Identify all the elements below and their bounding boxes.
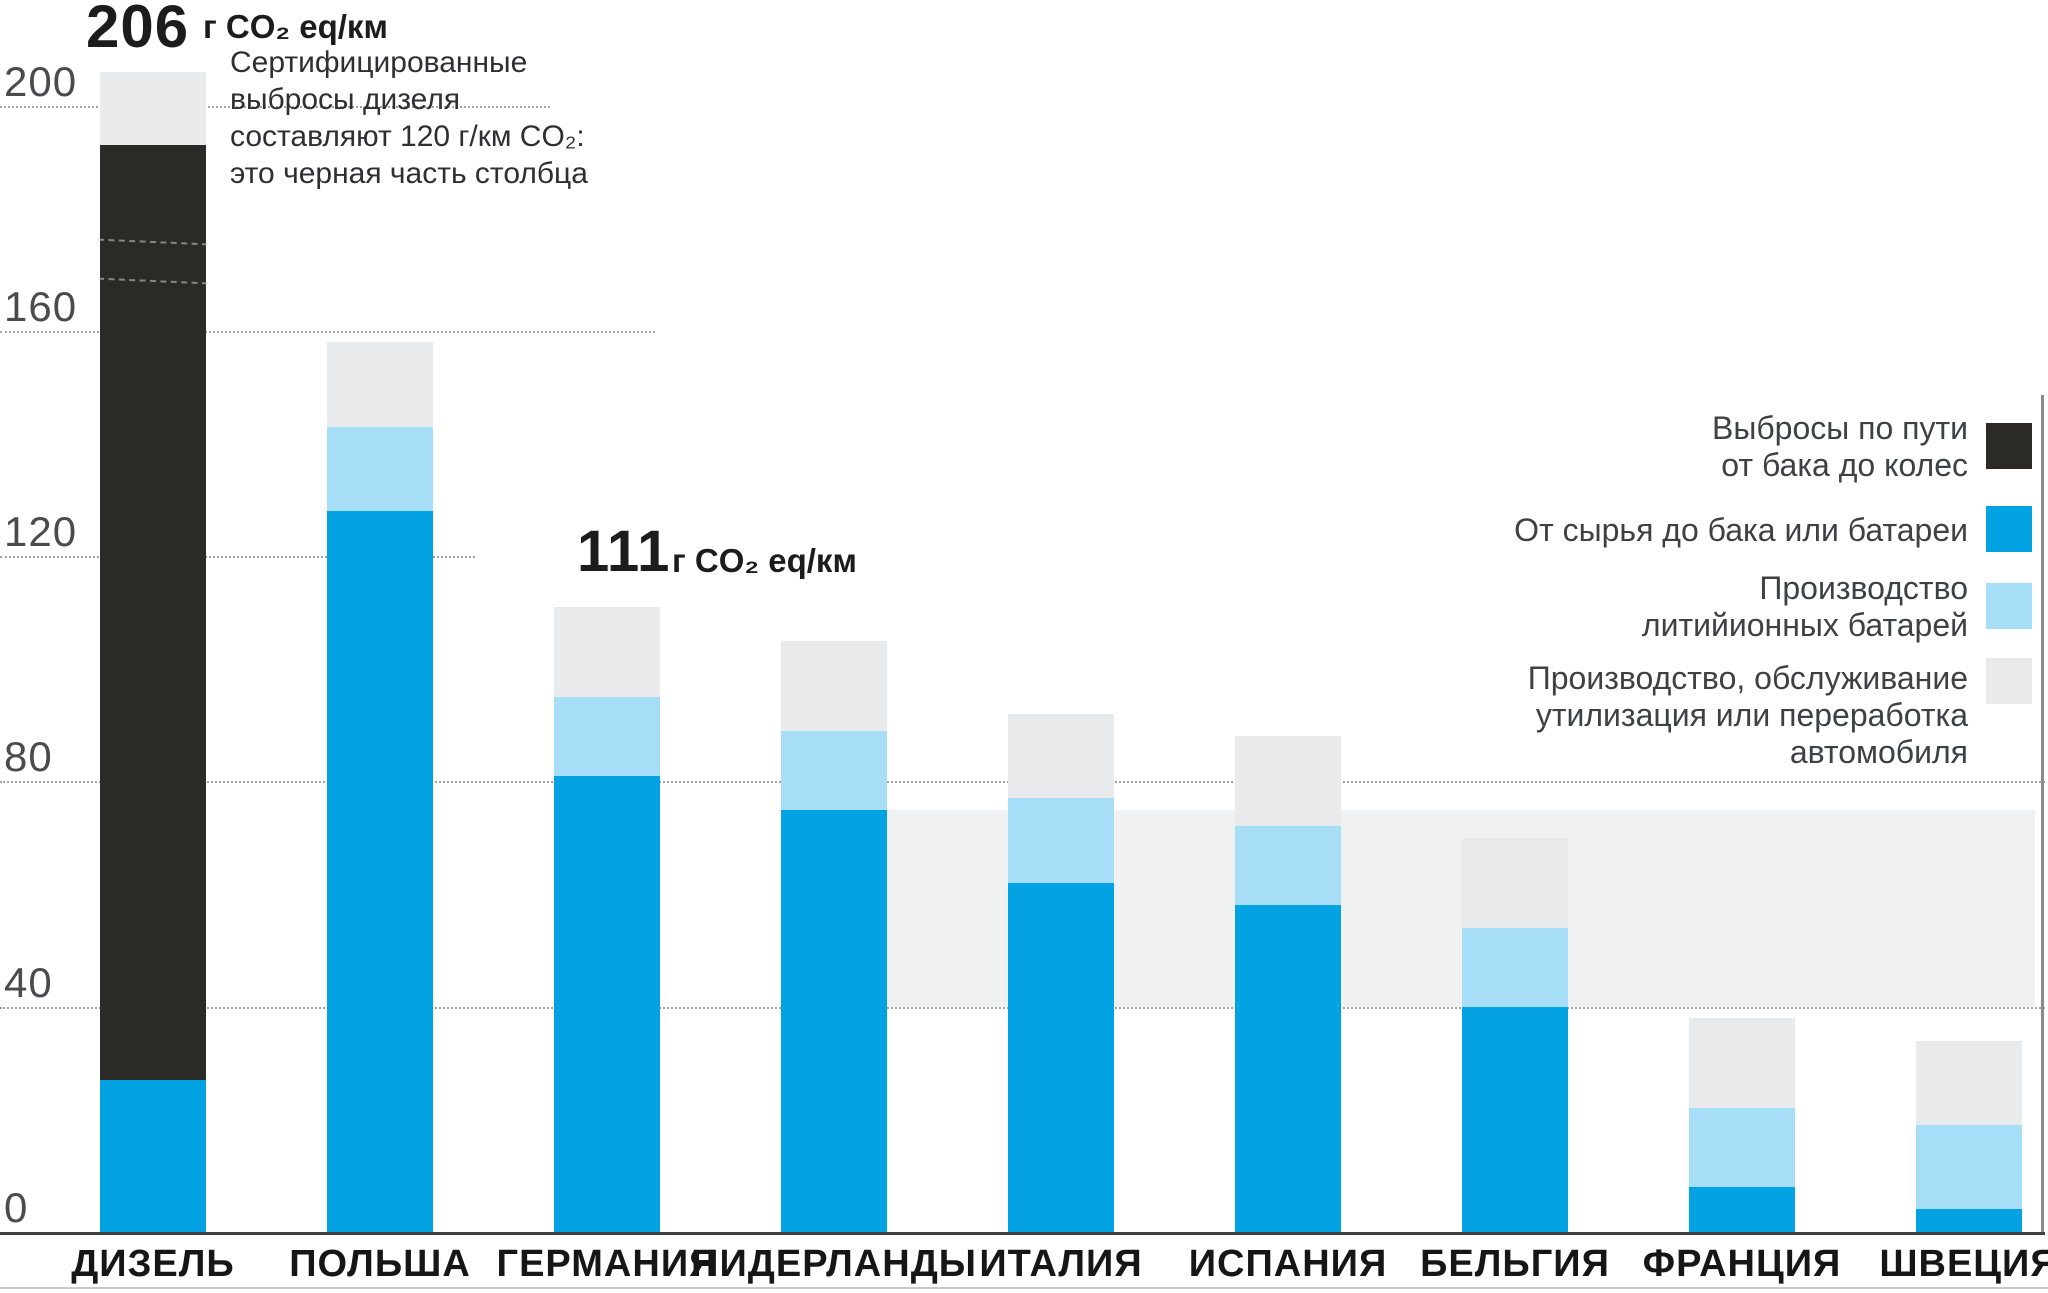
x-axis-label-9: ШВЕЦИЯ — [1879, 1243, 2048, 1285]
bar-segment-light_blue — [1462, 927, 1568, 1007]
bar-segment-blue — [1689, 1186, 1795, 1232]
x-axis-baseline — [0, 1232, 2045, 1235]
x-axis-label-3: ГЕРМАНИЯ — [496, 1243, 718, 1285]
bar-segment-gray — [1462, 837, 1568, 928]
x-axis-label-2: ПОЛЬША — [289, 1243, 471, 1285]
gridline-200 — [0, 105, 550, 108]
x-axis-label-4: НИДЕРЛАНДЫ — [691, 1243, 977, 1285]
x-axis-label-1: ДИЗЕЛЬ — [71, 1243, 235, 1285]
legend-label-line: литийионных батарей — [1641, 607, 1968, 643]
legend-swatch-light_blue — [1986, 583, 2032, 629]
bar-segment-light_blue — [1916, 1124, 2022, 1210]
legend-label-black: Выбросы по пути от бака до колес — [1712, 410, 1968, 484]
bar-segment-blue — [1462, 1006, 1568, 1232]
bar-segment-blue — [781, 809, 887, 1232]
bar-segment-blue — [1916, 1209, 2022, 1232]
bar-segment-gray — [100, 71, 206, 145]
legend-label-line: Производство — [1759, 570, 1968, 606]
legend-label-line: от бака до колес — [1721, 447, 1968, 483]
legend-label-line: От сырья до бака или батареи — [1514, 512, 1968, 548]
diesel-note-line: составляют 120 г/км CO₂: — [230, 120, 585, 153]
diesel-note-line: выбросы дизеля — [230, 83, 461, 116]
bar-segment-light_blue — [1235, 826, 1341, 906]
bar-segment-gray — [1916, 1040, 2022, 1125]
y-tick-label-40: 40 — [4, 958, 53, 1006]
legend-label-light_blue: Производство литийионных батарей — [1642, 570, 1968, 644]
bar-segment-gray — [327, 342, 433, 427]
x-axis-label-5: ИТАЛИЯ — [979, 1243, 1143, 1285]
right-border-line — [2041, 395, 2044, 1232]
legend-swatch-blue — [1986, 506, 2032, 552]
bar-segment-light_blue — [1689, 1108, 1795, 1187]
gridline-160 — [0, 330, 655, 333]
bar-segment-blue — [100, 1079, 206, 1232]
germany-total-unit: г CO₂ eq/км — [672, 542, 857, 579]
bar-segment-gray — [1235, 736, 1341, 827]
y-tick-label-80: 80 — [4, 733, 53, 781]
bottom-divider-line — [0, 1287, 2048, 1289]
legend-label-line: автомобиля — [1789, 734, 1968, 770]
x-axis-label-8: ФРАНЦИЯ — [1642, 1243, 1842, 1285]
diesel-total-unit: г CO₂ eq/км — [203, 8, 388, 45]
bar-segment-blue — [327, 511, 433, 1232]
bar-segment-gray — [781, 640, 887, 731]
germany-total-value: 111 — [577, 519, 671, 584]
bar-segment-light_blue — [327, 426, 433, 512]
x-axis-label-6: ИСПАНИЯ — [1188, 1243, 1388, 1285]
legend-label-line: Производство, обслуживание — [1527, 660, 1968, 696]
legend-swatch-gray — [1986, 658, 2032, 704]
bar-segment-blue — [554, 775, 660, 1232]
y-tick-label-200: 200 — [4, 57, 78, 105]
diesel-note-line: Сертифицированные — [230, 46, 528, 79]
legend-label-line: Выбросы по пути — [1711, 410, 1968, 446]
legend-label-gray: Производство, обслуживание утилизация или… — [1528, 660, 1968, 771]
y-tick-label-120: 120 — [4, 508, 78, 556]
bar-segment-gray — [1008, 713, 1114, 799]
bar-segment-light_blue — [1008, 798, 1114, 883]
y-tick-label-0: 0 — [4, 1184, 29, 1231]
legend-label-line: утилизация или переработка — [1535, 697, 1968, 733]
x-axis-label-7: БЕЛЬГИЯ — [1420, 1243, 1610, 1285]
diesel-note-line: это черная часть столбца — [230, 157, 588, 190]
y-tick-label-160: 160 — [4, 282, 78, 330]
bar-segment-black — [100, 145, 206, 1080]
legend-label-blue: От сырья до бака или батареи — [1514, 512, 1968, 549]
bar-segment-light_blue — [554, 696, 660, 776]
bar-segment-gray — [554, 606, 660, 697]
bar-segment-gray — [1689, 1017, 1795, 1109]
diesel-note: Сертифицированные выбросы дизеля составл… — [230, 44, 588, 192]
bar-segment-blue — [1235, 905, 1341, 1232]
bar-segment-light_blue — [781, 730, 887, 810]
bar-segment-blue — [1008, 882, 1114, 1232]
legend-swatch-black — [1986, 423, 2032, 469]
gridline-120 — [0, 556, 475, 559]
diesel-total-value: 206 — [86, 0, 190, 60]
